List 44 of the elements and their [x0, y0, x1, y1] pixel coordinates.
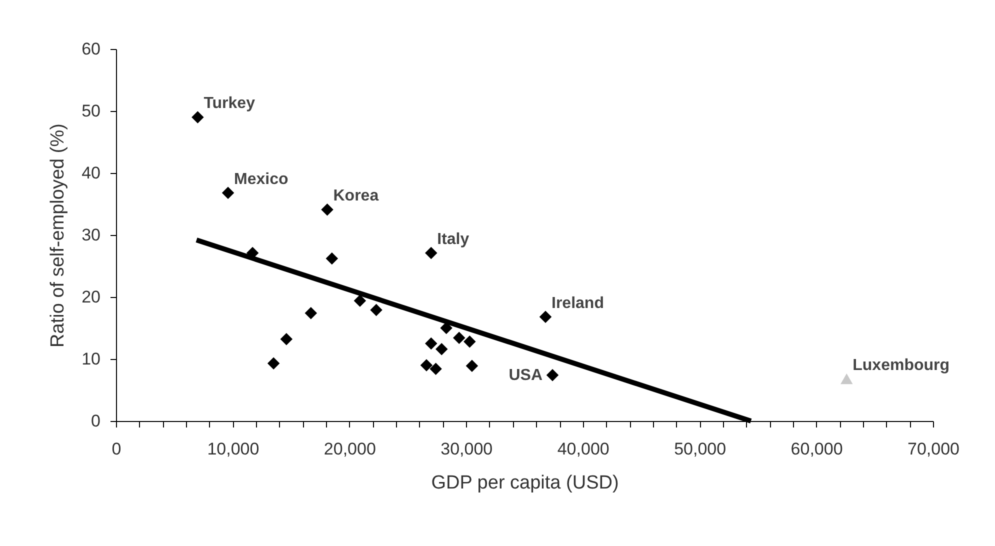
x-tick-label: 40,000 [557, 440, 610, 458]
annotation: Mexico [234, 170, 289, 188]
annotation: Italy [437, 230, 470, 248]
point [466, 360, 478, 372]
point [420, 359, 433, 372]
x-tick-label: 60,000 [790, 440, 843, 458]
point [321, 203, 334, 216]
point [539, 310, 552, 323]
x-tick-label: 70,000 [908, 440, 960, 458]
point [192, 111, 204, 124]
point [326, 252, 338, 265]
x-tick-label: 50,000 [674, 440, 726, 458]
y-tick-label: 30 [82, 226, 100, 244]
point [430, 362, 442, 376]
x-tick-label: 30,000 [440, 440, 493, 458]
x-axis-title: GDP per capita (USD) [431, 472, 619, 494]
point [425, 246, 438, 260]
y-axis-title: Ratio of self-employed (%) [48, 124, 69, 348]
y-tick-label: 20 [82, 288, 100, 306]
point [370, 304, 382, 316]
point [464, 336, 476, 348]
y-tick-label: 60 [82, 40, 100, 58]
y-tick-label: 50 [82, 102, 100, 120]
x-tick-label: 20,000 [324, 440, 376, 458]
annotation: Korea [333, 188, 379, 205]
point [354, 294, 366, 307]
y-tick-label: 0 [91, 412, 100, 430]
y-tick-label: 40 [82, 164, 100, 182]
point [280, 333, 293, 346]
x-tick-label: 0 [112, 440, 122, 458]
point [304, 306, 318, 320]
point [840, 374, 853, 384]
point [425, 337, 438, 350]
annotation: Turkey [204, 95, 256, 112]
x-tick-label: 10,000 [207, 440, 260, 458]
y-tick-label: 10 [82, 350, 100, 368]
point [222, 186, 234, 199]
point [546, 368, 559, 382]
annotation: Ireland [552, 294, 604, 312]
annotation: USA [508, 367, 543, 384]
annotation: Luxembourg [852, 356, 950, 374]
point [453, 332, 466, 344]
point [436, 342, 448, 356]
point [267, 357, 280, 370]
